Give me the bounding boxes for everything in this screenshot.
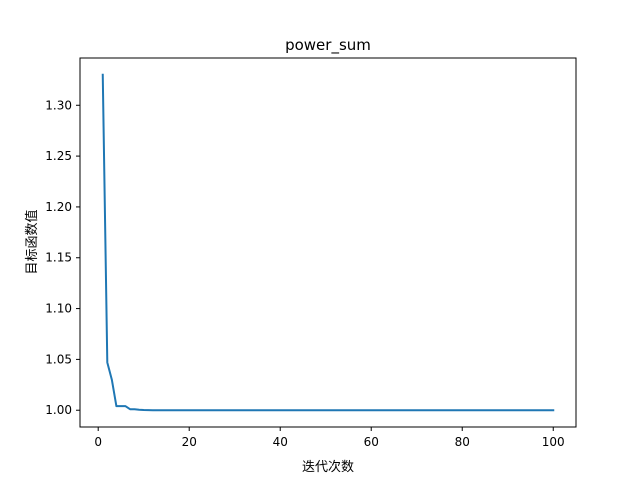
y-tick-label: 1.00 — [45, 403, 72, 417]
x-axis-label: 迭代次数 — [302, 459, 354, 475]
y-tick-label: 1.05 — [45, 352, 72, 366]
y-axis-label: 目标函数值 — [24, 209, 40, 274]
chart-title: power_sum — [285, 36, 371, 55]
y-tick-label: 1.20 — [45, 200, 72, 214]
y-tick-label: 1.15 — [45, 251, 72, 265]
y-axis-ticks: 1.00 1.05 1.10 1.15 1.20 1.25 1.30 — [45, 98, 80, 417]
plot-area — [80, 58, 576, 427]
series-line — [101, 73, 555, 412]
x-tick-label: 20 — [182, 435, 197, 449]
plot-frame — [79, 57, 577, 428]
x-tick-label: 100 — [542, 435, 565, 449]
x-tick-label: 80 — [455, 435, 470, 449]
y-tick-label: 1.25 — [45, 149, 72, 163]
y-tick-label: 1.10 — [45, 302, 72, 316]
x-tick-label: 60 — [364, 435, 379, 449]
x-tick-label: 0 — [94, 435, 102, 449]
y-tick-label: 1.30 — [45, 98, 72, 112]
x-tick-label: 40 — [273, 435, 288, 449]
x-axis-ticks: 0 20 40 60 80 100 — [94, 427, 565, 449]
